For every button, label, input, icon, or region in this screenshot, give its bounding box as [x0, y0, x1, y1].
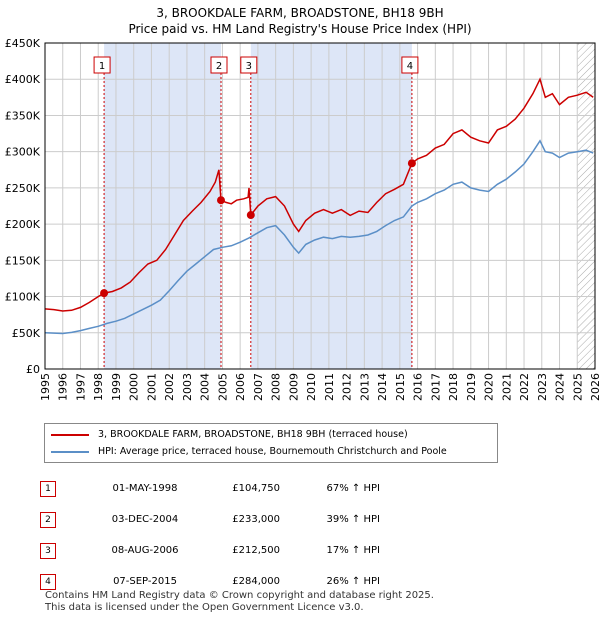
x-tick-label: 2017: [429, 373, 442, 401]
x-tick-label: 2021: [500, 373, 513, 401]
x-tick-label: 1997: [74, 373, 87, 401]
legend-label-property: 3, BROOKDALE FARM, BROADSTONE, BH18 9BH …: [98, 429, 408, 440]
sale-marker-box: [401, 56, 419, 74]
sale-marker-box: [93, 56, 111, 74]
price-chart: £0 £50K £100K £150K £200K £250K £300K £350K £400…: [5, 37, 600, 401]
transaction-date: 07-SEP-2015: [113, 576, 177, 587]
x-tick-label: 2014: [376, 373, 389, 401]
table-row: 4 07-SEP-2015 £284,000 26% ↑ HPI: [40, 566, 380, 597]
sale-marker-label: 3: [246, 61, 252, 72]
footer-license: This data is licensed under the Open Gov…: [45, 602, 364, 613]
sale-point: [100, 289, 109, 298]
sale-point: [217, 196, 225, 205]
table-row: 2 03-DEC-2004 £233,000 39% ↑ HPI: [40, 504, 380, 535]
y-tick-label: £400K: [5, 73, 41, 86]
legend-item-property: 3, BROOKDALE FARM, BROADSTONE, BH18 9BH …: [51, 429, 408, 440]
legend-item-hpi: HPI: Average price, terraced house, Bour…: [51, 446, 447, 457]
series-line-hpi: [44, 139, 594, 335]
x-tick-label: 2011: [323, 373, 336, 401]
plot-frame: [44, 42, 596, 370]
transaction-marker: 2: [40, 511, 56, 528]
y-tick-label: £50K: [12, 327, 41, 340]
x-tick-label: 2019: [465, 373, 478, 401]
x-tick-label: 1995: [39, 373, 52, 401]
footer: Contains HM Land Registry data © Crown c…: [45, 590, 434, 614]
x-tick-label: 2013: [358, 373, 371, 401]
sale-marker-box: [210, 56, 228, 74]
sale-marker-label: 1: [99, 61, 105, 72]
y-tick-label: £350K: [5, 109, 41, 122]
transaction-date: 01-MAY-1998: [112, 483, 178, 494]
transaction-hpi: 67% ↑ HPI: [326, 483, 380, 494]
x-tick-label: 2002: [163, 373, 176, 401]
y-tick-label: £300K: [5, 146, 41, 159]
transaction-marker: 3: [40, 542, 56, 559]
transaction-date: 08-AUG-2006: [111, 545, 179, 556]
chart-title: 3, BROOKDALE FARM, BROADSTONE, BH18 9BH: [156, 6, 444, 20]
shaded-band: [250, 43, 412, 369]
x-tick-label: 2024: [554, 373, 567, 401]
x-tick-label: 2025: [571, 373, 584, 401]
x-tick-label: 2012: [341, 373, 354, 401]
x-tick-label: 2015: [394, 373, 407, 401]
transaction-price: £284,000: [232, 576, 280, 587]
sale-point: [246, 211, 255, 220]
hatched-area: [577, 43, 595, 369]
legend-swatch-property: [51, 433, 89, 436]
transaction-marker: 1: [40, 480, 56, 497]
chart-legend: 3, BROOKDALE FARM, BROADSTONE, BH18 9BH …: [44, 423, 498, 463]
y-tick-label: £200K: [5, 218, 41, 231]
x-tick-label: 2020: [483, 373, 496, 401]
y-tick-label: £100K: [5, 291, 41, 304]
y-tick-label: £150K: [5, 254, 41, 267]
chart-subtitle: Price paid vs. HM Land Registry's House …: [128, 22, 472, 36]
x-tick-label: 1999: [110, 373, 123, 401]
transaction-marker: 4: [40, 573, 56, 590]
sale-marker-label: 2: [216, 61, 222, 72]
transaction-hpi: 26% ↑ HPI: [326, 576, 380, 587]
x-tick-label: 2023: [536, 373, 549, 401]
table-row: 3 08-AUG-2006 £212,500 17% ↑ HPI: [40, 535, 380, 566]
y-tick-label: £0: [26, 363, 40, 376]
x-tick-label: 1998: [92, 373, 105, 401]
sale-marker-box: [240, 56, 258, 74]
y-tick-label: £250K: [5, 182, 41, 195]
x-tick-label: 2007: [252, 373, 265, 401]
x-tick-label: 2005: [216, 373, 229, 401]
x-tick-label: 2010: [305, 373, 318, 401]
x-tick-label: 1996: [57, 373, 70, 401]
table-row: 1 01-MAY-1998 £104,750 67% ↑ HPI: [40, 473, 380, 504]
x-tick-label: 2026: [589, 373, 600, 401]
sale-point: [407, 159, 416, 168]
transaction-date: 03-DEC-2004: [111, 514, 179, 525]
x-tick-label: 2008: [270, 373, 283, 401]
x-tick-label: 2006: [234, 373, 247, 401]
footer-copyright: Contains HM Land Registry data © Crown c…: [45, 590, 434, 601]
transaction-price: £104,750: [232, 483, 280, 494]
transaction-hpi: 39% ↑ HPI: [326, 514, 380, 525]
x-tick-label: 2003: [181, 373, 194, 401]
x-tick-label: 2016: [412, 373, 425, 401]
transactions-table: 1 01-MAY-1998 £104,750 67% ↑ HPI 2 03-DE…: [40, 473, 380, 597]
transaction-price: £233,000: [232, 514, 280, 525]
x-tick-label: 2018: [447, 373, 460, 401]
x-tick-label: 2009: [287, 373, 300, 401]
series-line-property: [44, 77, 594, 312]
x-tick-label: 2001: [145, 373, 158, 401]
x-tick-label: 2022: [518, 373, 531, 401]
transaction-hpi: 17% ↑ HPI: [326, 545, 380, 556]
x-tick-label: 2004: [199, 373, 212, 401]
y-tick-label: £450K: [5, 37, 41, 50]
shaded-band: [104, 43, 221, 369]
legend-swatch-hpi: [51, 450, 89, 453]
legend-label-hpi: HPI: Average price, terraced house, Bour…: [98, 446, 447, 457]
sale-marker-label: 4: [407, 61, 413, 72]
transaction-price: £212,500: [232, 545, 280, 556]
x-tick-label: 2000: [128, 373, 141, 401]
